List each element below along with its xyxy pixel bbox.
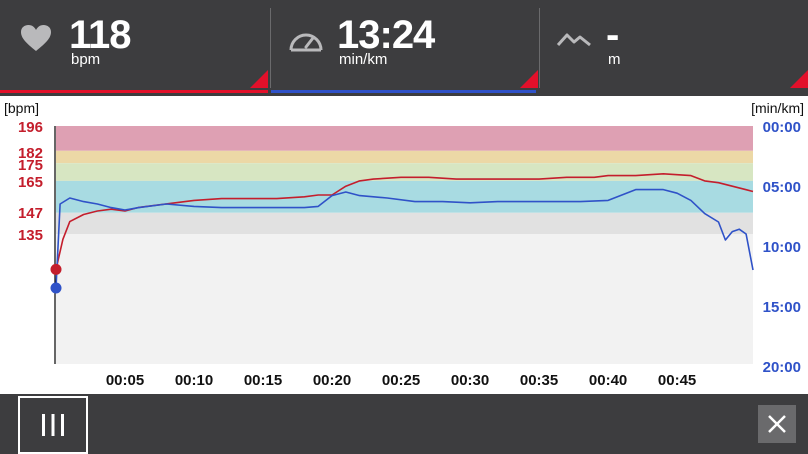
metrics-bar: 118 bpm 13:24 min/km - m (0, 0, 808, 96)
chart-markers (50, 263, 62, 294)
workout-chart[interactable]: [bpm] [min/km] 196 182 175 165 147 135 00:00 0… (0, 96, 808, 394)
zone-band-3 (56, 180, 753, 213)
bars-icon (42, 414, 64, 436)
right-tick-label: 05:00 (763, 179, 801, 196)
x-tick-label: 00:05 (106, 372, 144, 389)
y-axis-label-right: [min/km] (751, 100, 804, 116)
heart-rate-start-marker (50, 263, 62, 275)
menu-button[interactable] (18, 396, 88, 454)
altitude-value: - (606, 13, 619, 57)
left-tick-label: 175 (18, 157, 43, 174)
left-tick-label: 135 (18, 227, 43, 244)
zone-band-4 (56, 212, 753, 234)
heart-rate-zones (56, 126, 753, 234)
pace-line (55, 188, 754, 289)
left-tick-label: 147 (18, 205, 43, 222)
heart-rate-underline (0, 90, 268, 93)
bottom-toolbar (0, 394, 808, 454)
heart-icon (21, 25, 51, 51)
x-tick-label: 00:25 (382, 372, 420, 389)
heart-rate-corner-indicator (250, 70, 268, 88)
zone-band-2 (56, 163, 753, 181)
chart-series (55, 173, 754, 289)
metric-divider (270, 8, 271, 88)
heart-rate-unit: bpm (71, 51, 101, 68)
speedometer-icon (289, 33, 323, 52)
y-axis-label-left: [bpm] (4, 100, 39, 116)
pace-underline (271, 90, 536, 93)
right-tick-label: 00:00 (763, 119, 801, 136)
mountain-icon (556, 33, 591, 47)
right-tick-label: 20:00 (763, 359, 801, 376)
x-tick-label: 00:45 (658, 372, 696, 389)
zone-band-0 (56, 126, 753, 151)
pace-value: 13:24 (337, 13, 435, 57)
right-tick-label: 10:00 (763, 239, 801, 256)
x-tick-label: 00:30 (451, 372, 489, 389)
x-tick-label: 00:10 (175, 372, 213, 389)
right-tick-label: 15:00 (763, 299, 801, 316)
left-tick-label: 182 (18, 145, 43, 162)
altitude-corner-indicator (790, 70, 808, 88)
pace-start-marker (50, 282, 62, 294)
heart-rate-value: 118 (69, 13, 132, 57)
chart-plot-background (56, 234, 753, 364)
altitude-metric[interactable]: - m (540, 0, 808, 96)
metric-divider (539, 8, 540, 88)
x-tick-label: 00:40 (589, 372, 627, 389)
x-tick-label: 00:35 (520, 372, 558, 389)
pace-metric[interactable]: 13:24 min/km (271, 0, 539, 96)
x-tick-labels: 00:05 00:10 00:15 00:20 00:25 00:30 00:35 00:40… (106, 372, 696, 389)
left-tick-label: 196 (18, 119, 43, 136)
left-tick-label: 165 (18, 174, 43, 191)
close-button[interactable] (758, 405, 796, 443)
pace-corner-indicator (520, 70, 538, 88)
heart-rate-line (55, 173, 754, 270)
x-tick-label: 00:20 (313, 372, 351, 389)
heart-rate-metric[interactable]: 118 bpm (0, 0, 270, 96)
x-tick-label: 00:15 (244, 372, 282, 389)
pace-unit: min/km (339, 51, 388, 68)
close-icon (768, 415, 786, 433)
zone-band-1 (56, 150, 753, 164)
right-tick-labels: 00:00 05:00 10:00 15:00 20:00 (763, 119, 801, 376)
altitude-unit: m (608, 51, 621, 68)
